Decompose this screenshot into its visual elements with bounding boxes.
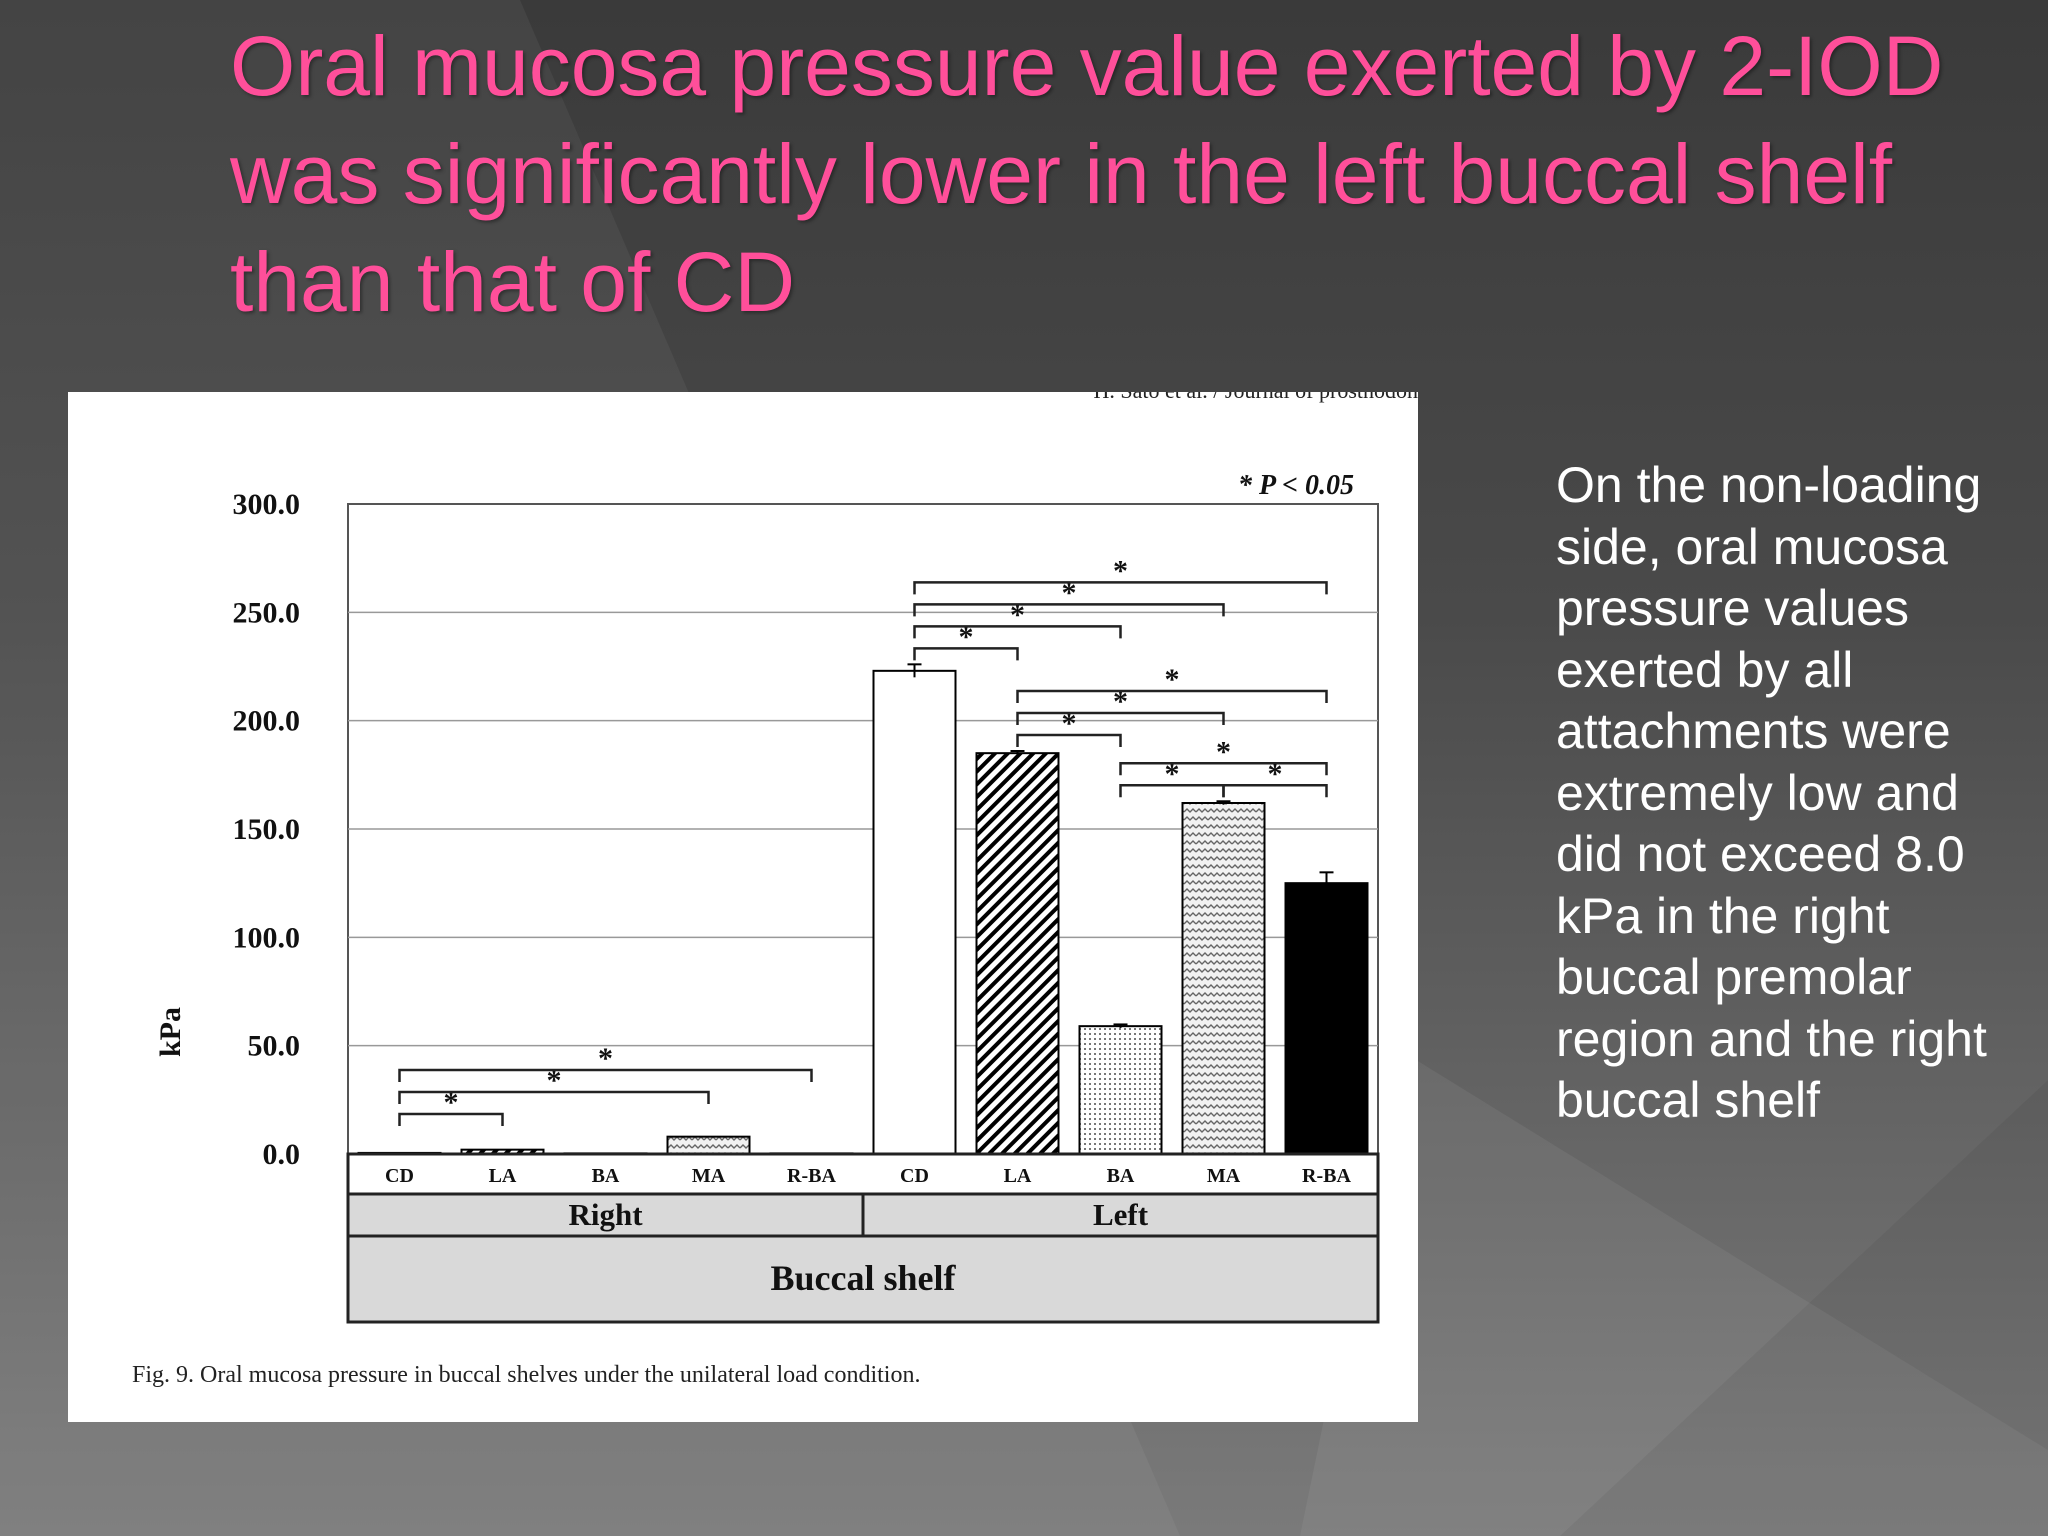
x-tick-label: R-BA — [787, 1165, 836, 1187]
y-tick-labels: 0.0 50.0 100.0 150.0 200.0 250.0 300.0 — [233, 488, 301, 1171]
figure-caption: Fig. 9. Oral mucosa pressure in buccal s… — [132, 1362, 920, 1388]
bar-cd-left — [872, 669, 957, 1155]
x-tick-label: R-BA — [1302, 1165, 1351, 1187]
bar-ba-left — [1078, 1025, 1163, 1156]
y-tick-label: 300.0 — [233, 488, 301, 521]
y-axis-label: kPa — [154, 1007, 187, 1057]
x-tick-label: LA — [489, 1165, 517, 1187]
bar-ma-left — [1181, 802, 1266, 1155]
x-tick-label: MA — [692, 1165, 726, 1187]
significance-brackets: * * * * * * * * * * * * * — [398, 554, 1328, 1126]
group-label: Right — [568, 1197, 643, 1232]
significance-star: * — [959, 620, 974, 653]
significance-bracket — [913, 581, 1328, 595]
significance-star: * — [598, 1042, 613, 1075]
significance-star: * — [444, 1086, 459, 1119]
significance-star: * — [1010, 598, 1025, 631]
y-tick-label: 200.0 — [233, 705, 301, 738]
y-tick-label: 50.0 — [248, 1030, 301, 1063]
significance-bracket — [1016, 733, 1122, 747]
bar-la-left — [975, 752, 1060, 1155]
x-tick-label: CD — [900, 1165, 929, 1187]
significance-star: * — [1165, 757, 1180, 790]
bars — [357, 669, 1369, 1156]
significance-star: * — [1113, 554, 1128, 587]
significance-bracket — [1222, 784, 1328, 798]
significance-bracket — [1016, 711, 1225, 725]
significance-bracket — [398, 1112, 504, 1126]
y-tick-label: 100.0 — [233, 921, 301, 954]
significance-bracket — [913, 647, 1019, 661]
y-tick-label: 250.0 — [233, 596, 301, 629]
significance-bracket — [398, 1068, 813, 1082]
significance-star: * — [1062, 576, 1077, 609]
table-row-axis-label — [346, 1234, 1380, 1324]
y-tick-label: 0.0 — [263, 1138, 301, 1171]
significance-bracket — [1119, 762, 1328, 776]
significance-bracket — [398, 1090, 710, 1104]
significance-bracket — [1016, 689, 1328, 703]
figure-header: H. Sato et al. / Journal of prosthodon — [1094, 392, 1418, 403]
group-axis-label: Buccal shelf — [771, 1258, 957, 1298]
significance-star: * — [547, 1064, 562, 1097]
significance-star: * — [1268, 757, 1283, 790]
category-table: CD LA BA MA R-BA CD LA BA MA R-BA Right Left Buccal … — [346, 1152, 1380, 1324]
x-tick-label: BA — [1107, 1165, 1135, 1187]
significance-bracket — [913, 625, 1122, 639]
group-label: Left — [1093, 1197, 1149, 1232]
significance-star: * — [1216, 735, 1231, 768]
bar-ma-right — [666, 1135, 751, 1156]
x-tick-label: CD — [385, 1165, 414, 1187]
side-text: On the non-loading side, oral mucosa pre… — [1556, 457, 1987, 1128]
significance-star: * — [1165, 663, 1180, 696]
slide-title: Oral mucosa pressure value exerted by 2-… — [230, 19, 1944, 329]
significance-note: * P < 0.05 — [1238, 470, 1354, 501]
x-tick-label: LA — [1004, 1165, 1032, 1187]
y-tick-label: 150.0 — [233, 813, 301, 846]
figure-panel: H. Sato et al. / Journal of prosthodon *… — [68, 392, 1418, 1422]
error-bars — [907, 663, 1334, 1028]
significance-star: * — [1113, 685, 1128, 718]
x-tick-label: MA — [1207, 1165, 1241, 1187]
significance-star: * — [1062, 707, 1077, 740]
bar-r-ba-left — [1284, 882, 1369, 1155]
bar-chart: H. Sato et al. / Journal of prosthodon *… — [132, 392, 1418, 1388]
x-tick-label: BA — [592, 1165, 620, 1187]
significance-bracket — [913, 603, 1225, 617]
